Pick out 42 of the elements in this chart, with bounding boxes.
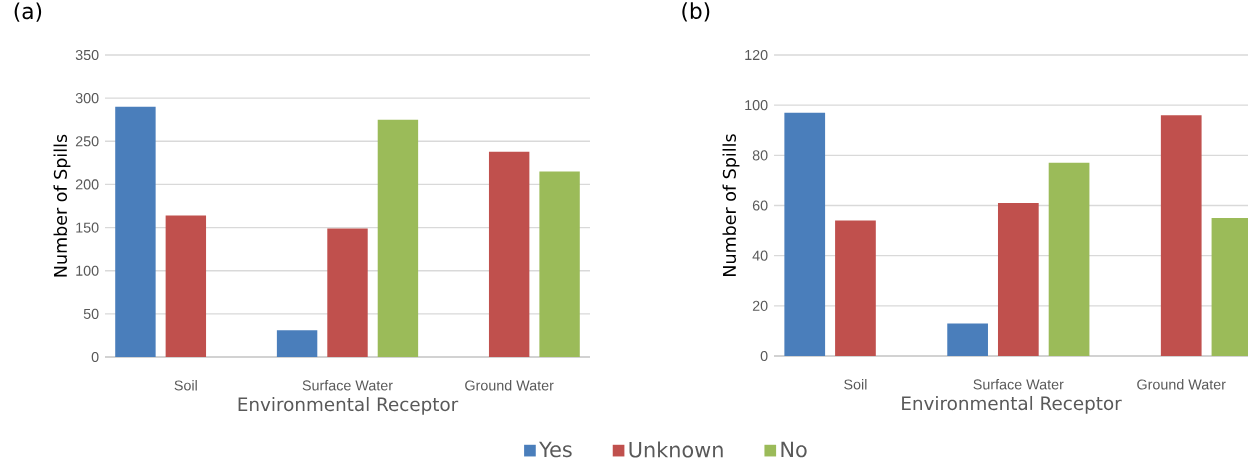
y-tick-label: 80 bbox=[752, 150, 768, 161]
y-tick-label: 350 bbox=[75, 49, 99, 61]
bar bbox=[115, 106, 156, 357]
y-tick-label: 120 bbox=[745, 49, 768, 61]
chart-title: (b) bbox=[682, 2, 710, 22]
y-tick-label: 100 bbox=[745, 100, 768, 111]
x-tick-label: Soil bbox=[844, 379, 867, 390]
legend-label: No bbox=[781, 441, 807, 458]
x-tick-label: Surface Water bbox=[302, 380, 393, 391]
y-tick-label: 0 bbox=[91, 351, 99, 363]
legend-label: Yes bbox=[539, 441, 572, 458]
bar bbox=[377, 119, 419, 357]
x-axis-title: Environmental Receptor bbox=[238, 396, 459, 415]
y-tick-label: 60 bbox=[752, 200, 768, 211]
bar bbox=[539, 171, 580, 357]
x-tick-label: Soil bbox=[174, 380, 197, 391]
bar bbox=[165, 215, 207, 357]
y-tick-label: 300 bbox=[75, 93, 99, 104]
y-tick-label: 250 bbox=[75, 136, 99, 147]
bar bbox=[1160, 115, 1202, 356]
y-tick-label: 100 bbox=[76, 265, 99, 276]
bar bbox=[947, 323, 988, 356]
y-axis-title: Number of Spills bbox=[722, 134, 740, 276]
y-tick-label: 20 bbox=[752, 300, 768, 311]
y-tick-label: 50 bbox=[83, 308, 99, 319]
y-tick-label: 150 bbox=[76, 222, 99, 233]
legend-label: Unknown bbox=[629, 441, 723, 458]
chart-title: (a) bbox=[14, 2, 42, 22]
y-tick-label: 40 bbox=[752, 250, 768, 261]
x-tick-label: Ground Water bbox=[1137, 379, 1226, 390]
y-tick-label: 200 bbox=[75, 179, 99, 190]
x-tick-label: Ground Water bbox=[465, 380, 554, 391]
bar bbox=[835, 220, 876, 356]
bar bbox=[784, 112, 826, 356]
x-tick-label: Surface Water bbox=[973, 379, 1064, 390]
x-axis-title: Environmental Receptor bbox=[902, 395, 1122, 414]
bar bbox=[488, 151, 530, 357]
y-axis-title: Number of Spills bbox=[53, 134, 71, 277]
bar bbox=[997, 203, 1039, 356]
y-tick-label: 0 bbox=[760, 350, 768, 362]
bar bbox=[327, 228, 368, 357]
bar bbox=[276, 330, 318, 357]
